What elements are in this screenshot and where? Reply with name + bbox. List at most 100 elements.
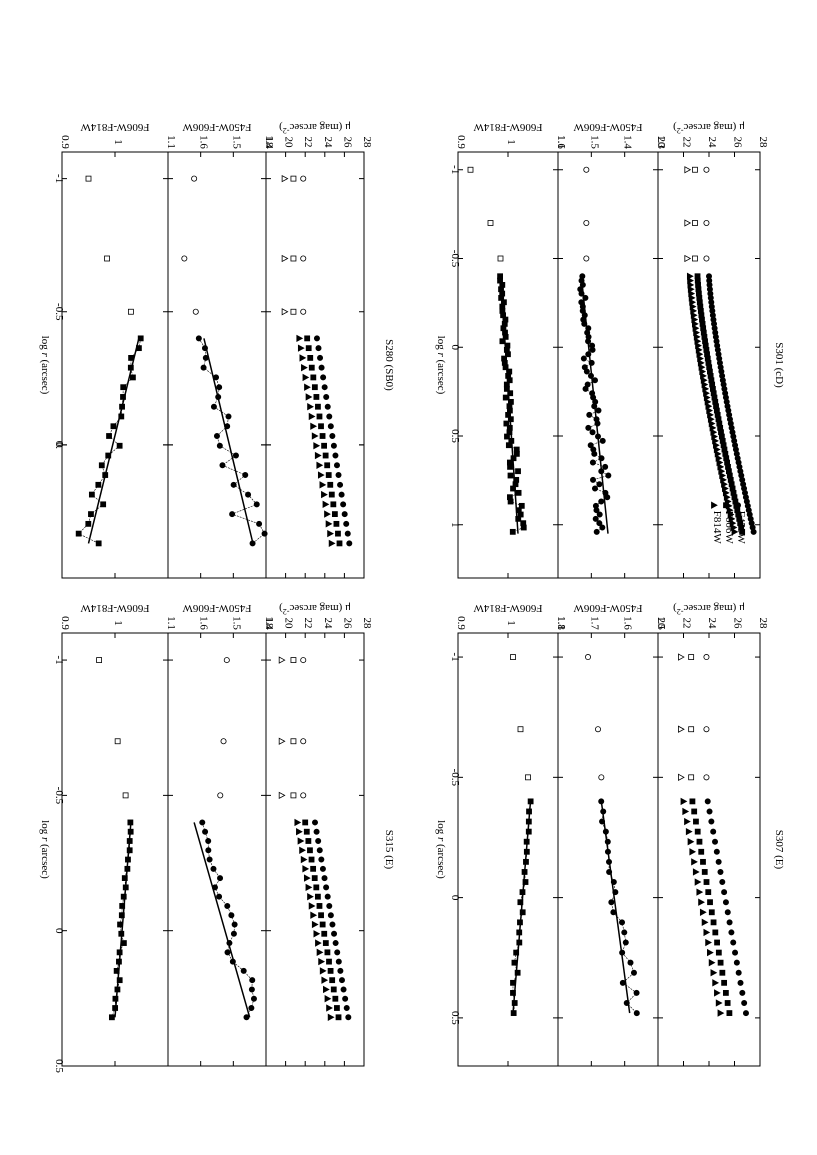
c1-data-point: [256, 520, 263, 527]
subpanel-frame-mu: [265, 151, 365, 579]
c2-data-point: [520, 524, 527, 531]
mu-f606-profile-point: [321, 442, 328, 449]
c1-data-point: [589, 459, 596, 466]
mu-f606-profile-point: [708, 909, 715, 916]
c2-data-line: [111, 822, 131, 1018]
legend-entry: F814W: [711, 511, 723, 545]
mu-f606-profile-point: [316, 413, 323, 420]
mu-f814-profile-point: [691, 858, 698, 866]
y-tick-label-c2: 1.1: [555, 616, 567, 630]
mu-f450-profile-point: [321, 384, 328, 391]
c2-data-point: [505, 442, 512, 449]
mu-label-close: ): [673, 602, 677, 614]
mu-f450-profile-point: [733, 959, 740, 966]
mu-f450-profile-point: [713, 848, 720, 855]
subpanel-frame-c2: [61, 151, 169, 579]
mu-f814-profile-point: [316, 461, 324, 469]
mu-f450-point: [703, 166, 710, 173]
mu-f606-profile-point: [703, 879, 710, 885]
y-tick-label-mu: 28: [361, 137, 373, 149]
c2-data-point: [502, 394, 509, 401]
mu-f450-profile-point: [706, 808, 713, 815]
mu-f814-profile-point: [310, 911, 318, 919]
mu-f450-profile-point: [324, 403, 331, 410]
x-axis-label-prefix: log: [39, 820, 51, 837]
c2-fit-line: [87, 338, 140, 544]
c1-data-point: [630, 969, 637, 976]
y-tick-label-c2: 1.1: [555, 135, 567, 149]
y-tick-label-c2: 0.9: [455, 616, 467, 630]
y-axis-label-mu: μ (mag arcsec-2): [673, 602, 745, 617]
mu-f606-profile-point: [698, 848, 705, 855]
x-tick-label: 0: [449, 345, 461, 351]
y-axis-label-c1: F450W-F606W: [573, 121, 643, 133]
c1-data-point: [210, 403, 217, 410]
x-axis-label: log r (arcsec): [39, 820, 51, 879]
y-tick-label-c2: 1.1: [165, 135, 177, 149]
c1-data-line: [198, 338, 265, 544]
y-tick-label-c1: 1.6: [198, 616, 210, 630]
c1-point: [191, 175, 198, 182]
mu-f450-profile-point: [326, 413, 333, 420]
chart-panel-1: -1 -0.5 0 0.5 1 log r (arcsec) S301 (cD) 28 26 24…: [435, 121, 785, 579]
c2-data-point: [118, 413, 125, 420]
y-tick-label-mu: 22: [302, 137, 314, 148]
mu-f814-profile-point: [297, 837, 305, 845]
mu-f606-profile-point: [324, 462, 331, 469]
mu-f814-profile-point: [304, 383, 311, 391]
c2-point: [510, 654, 516, 660]
mu-f814-profile-point: [307, 892, 314, 901]
c2-data-point: [88, 511, 94, 518]
c1-fit-line: [193, 822, 251, 1018]
c1-data-point: [595, 407, 602, 414]
subpanel-frame-c1: [557, 151, 659, 579]
c1-data-point: [605, 472, 612, 479]
subpanel-frame-c1: [167, 632, 267, 1067]
c1-data-point: [592, 515, 599, 522]
mu-f814-profile-point: [685, 827, 693, 836]
mu-f450-profile-point: [335, 958, 342, 965]
c2-data-point: [509, 528, 516, 535]
mu-f606-profile-point: [714, 939, 720, 946]
c2-data-point: [522, 879, 529, 885]
x-tick-label: -0.5: [449, 250, 461, 268]
mu-f814-profile-point: [322, 500, 330, 509]
legend-symbol: [723, 502, 729, 509]
mu-f606-profile-point: [707, 899, 713, 906]
c1-point: [598, 774, 605, 781]
mu-label-sup: -2: [677, 127, 684, 136]
y-tick-label-c2: 1: [505, 139, 517, 145]
mu-f814-profile-point: [699, 908, 707, 916]
c1-data-point: [200, 364, 207, 371]
mu-f450-profile-point: [728, 929, 735, 936]
subpanel-frame-c2: [457, 632, 559, 1067]
mu-f814-profile-point: [321, 976, 329, 984]
c2-data-point: [85, 520, 92, 527]
mu-f606-profile-point: [329, 977, 336, 984]
y-tick-label-mu: 26: [732, 618, 744, 630]
mu-f606-profile-point: [310, 865, 317, 872]
y-tick-label-mu: 20: [283, 137, 295, 149]
c1-data-point: [593, 528, 600, 535]
x-tick-label: -1: [449, 165, 461, 174]
y-tick-label-c1: 1.3: [655, 135, 667, 149]
mu-f814-profile-point: [297, 344, 305, 352]
c2-data-point: [518, 502, 525, 509]
y-axis-label-mu: μ (mag arcsec-2): [279, 602, 351, 617]
mu-label-sup: -2: [283, 608, 290, 617]
c2-data-point: [128, 354, 134, 361]
c1-data-point: [608, 899, 615, 906]
mu-f450-profile-point: [313, 828, 320, 835]
c2-data-point: [514, 969, 521, 976]
mu-f606-profile-point: [313, 394, 320, 400]
c1-data-point: [604, 494, 611, 501]
mu-f606-profile-point: [336, 540, 343, 547]
c2-data-point: [515, 468, 521, 475]
c1-data-point: [243, 1014, 250, 1021]
mu-f606-point: [290, 175, 297, 182]
c2-data-point: [121, 875, 128, 882]
x-tick-label: 0.5: [53, 1059, 65, 1073]
c1-data-point: [232, 452, 239, 459]
mu-f606-profile-point: [322, 940, 329, 946]
c2-data-point: [100, 501, 107, 508]
